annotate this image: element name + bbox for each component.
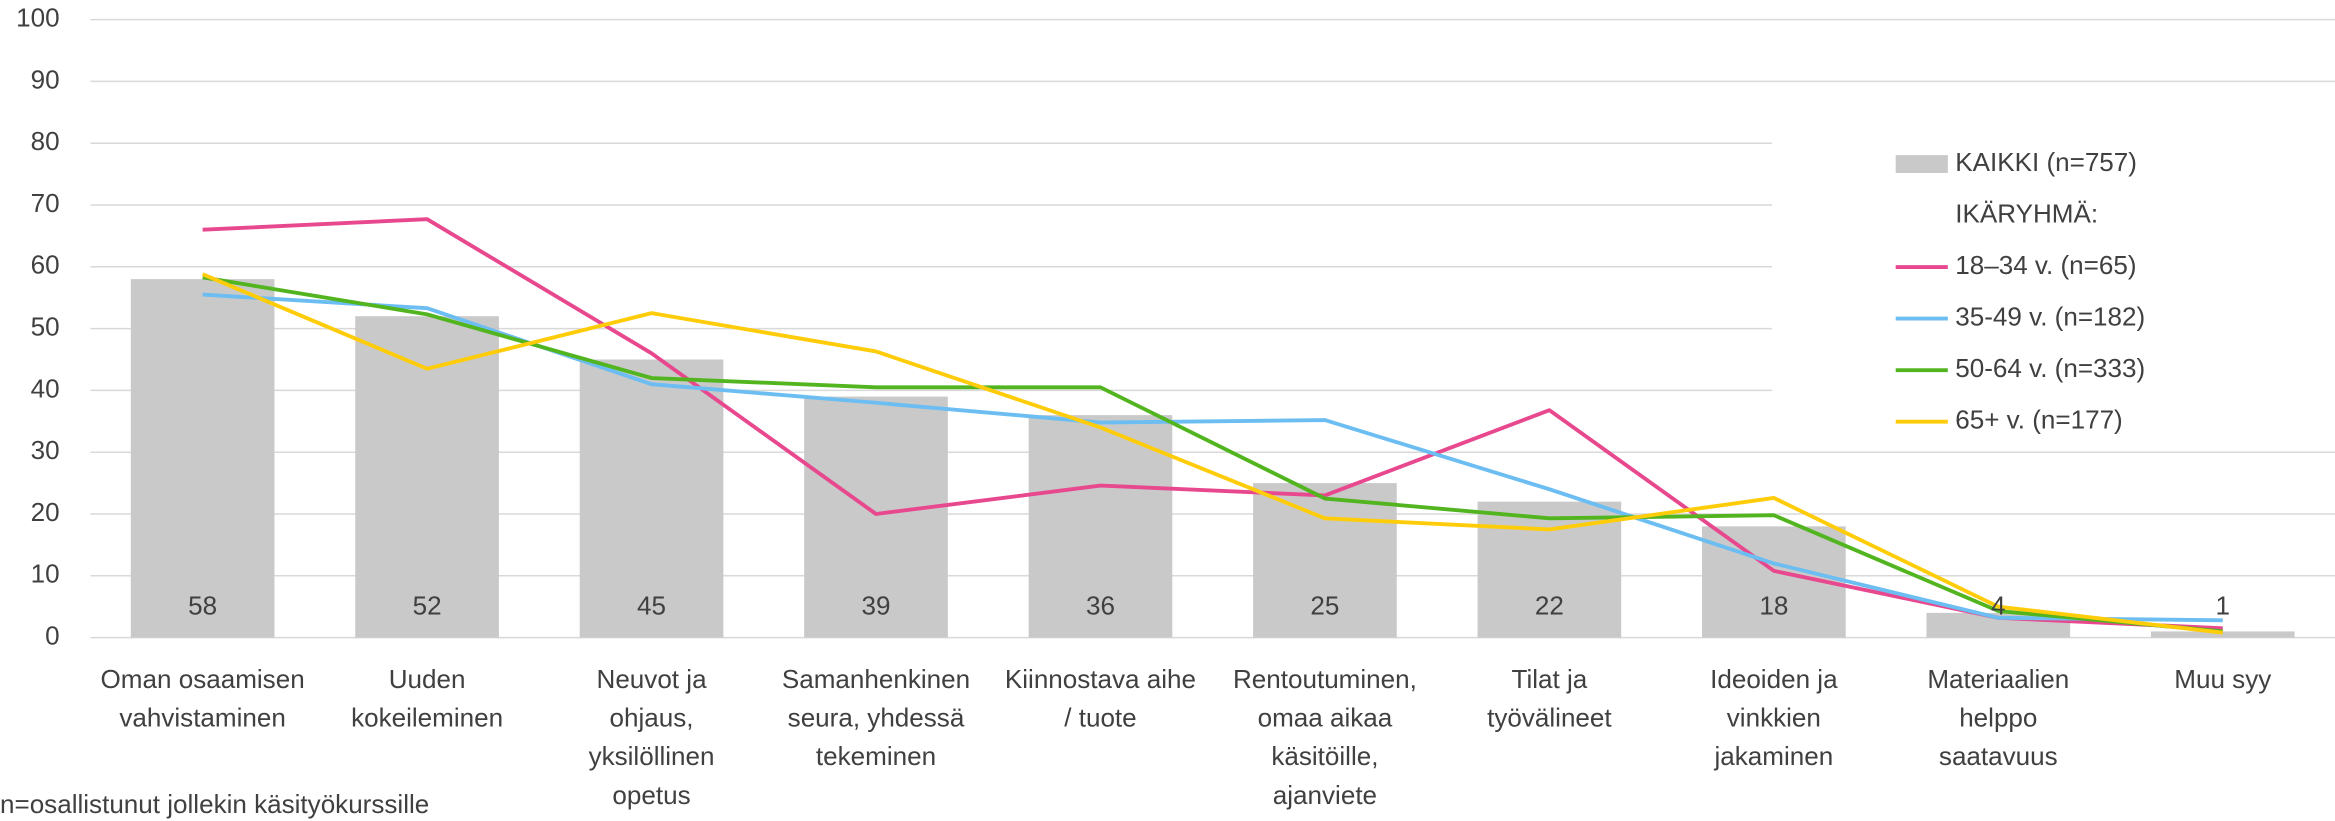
legend-label: 18–34 v. (n=65): [1955, 250, 2136, 280]
y-tick-label: 0: [45, 620, 60, 650]
legend-label: 65+ v. (n=177): [1955, 405, 2123, 435]
legend-label: 50-64 v. (n=333): [1955, 353, 2145, 383]
line: [202, 217, 2223, 631]
value-label: 39: [862, 591, 891, 621]
bar: [130, 279, 275, 638]
y-tick-label: 70: [31, 188, 60, 218]
y-tick-label: 10: [31, 559, 60, 589]
x-tick-label: Uuden kokeileminen: [351, 664, 503, 733]
value-label: 58: [188, 591, 217, 621]
value-label: 18: [1759, 591, 1788, 621]
x-tick-label: Neuvot ja ohjaus, yksilöllinen opetus: [589, 664, 715, 810]
x-tick-label: Muu syy: [2174, 664, 2271, 694]
value-label: 1: [2216, 591, 2231, 621]
legend-label: 35-49 v. (n=182): [1955, 302, 2145, 332]
y-tick-label: 40: [31, 373, 60, 403]
legend-background: [1772, 131, 2335, 452]
value-label: 45: [637, 591, 666, 621]
legend-heading: IKÄRYHMÄ:: [1955, 198, 2098, 228]
bar: [1028, 415, 1173, 638]
bar: [804, 396, 948, 638]
y-tick-label: 80: [31, 126, 60, 156]
y-tick-label: 60: [31, 250, 60, 280]
x-tick-label: Ideoiden ja vinkkien jakaminen: [1710, 664, 1838, 771]
x-tick-label: Tilat ja työvälineet: [1487, 664, 1612, 733]
y-tick-label: 100: [16, 2, 59, 32]
line: [201, 272, 2223, 635]
y-tick-label: 20: [31, 497, 60, 527]
bar: [579, 359, 724, 638]
footnote: n=osallistunut jollekin käsityökurssille: [0, 789, 429, 819]
bar: [355, 316, 499, 638]
value-label: 22: [1535, 591, 1564, 621]
value-label: 36: [1086, 591, 1115, 621]
line: [202, 275, 2223, 634]
value-label: 25: [1310, 591, 1339, 621]
value-label: 52: [413, 591, 442, 621]
x-tick-label: Oman osaamisen vahvistaminen: [101, 664, 305, 733]
legend-swatch: [1895, 155, 1948, 173]
bar: [1253, 483, 1397, 638]
bar: [2150, 631, 2295, 638]
x-tick-label: Samanhenkinen seura, yhdessä tekeminen: [782, 664, 970, 771]
x-tick-label: Kiinnostava aihe / tuote: [1005, 664, 1196, 733]
y-tick-label: 30: [31, 435, 60, 465]
x-tick-label: Materiaalien helppo saatavuus: [1927, 664, 2069, 771]
x-tick-label: Rentoutuminen, omaa aikaa käsitöille, ajanv…: [1233, 664, 1417, 810]
legend: KAIKKI (n=757) IKÄRYHMÄ: 18–34 v. (n=65) 35…: [1772, 131, 2335, 452]
legend-label: KAIKKI (n=757): [1955, 147, 2137, 177]
y-tick-label: 90: [31, 64, 60, 94]
y-tick-label: 50: [31, 311, 60, 341]
value-label: 4: [1991, 591, 2006, 621]
